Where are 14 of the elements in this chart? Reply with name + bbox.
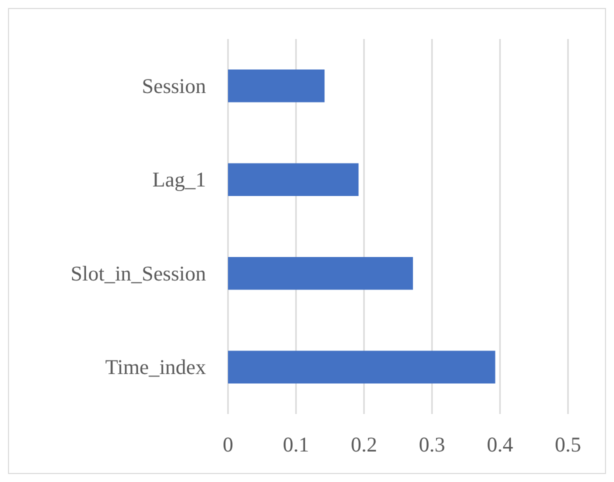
x-tick-label: 0.3 (418, 432, 446, 456)
bar (228, 350, 496, 384)
bar (228, 69, 325, 102)
x-tick-label: 0.5 (554, 432, 582, 456)
x-tick-label: 0.4 (486, 432, 514, 456)
x-tick-label: 0.2 (350, 432, 378, 456)
y-tick-label: Slot_in_Session (70, 261, 206, 286)
x-tick-label: 0 (222, 432, 234, 456)
y-tick-label: Lag_1 (152, 168, 206, 192)
x-tick-label: 0.1 (282, 432, 310, 456)
bar (228, 163, 359, 196)
y-tick-label: Session (142, 74, 206, 98)
y-tick-label: Time_index (105, 355, 206, 380)
bar (228, 256, 413, 290)
